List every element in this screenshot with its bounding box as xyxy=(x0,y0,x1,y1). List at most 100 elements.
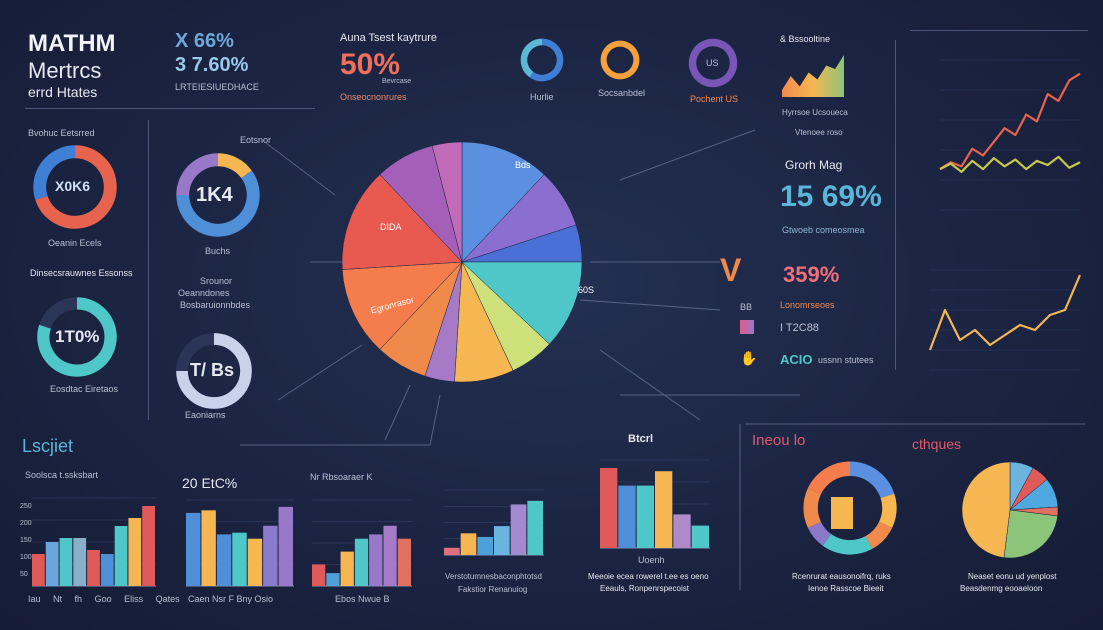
donut-segment xyxy=(688,38,738,88)
bar xyxy=(477,536,493,555)
donut-3-caption: Eosdtac Eiretaos xyxy=(50,384,119,394)
bar xyxy=(186,512,201,586)
v-item-2: I T2C88 xyxy=(780,322,819,334)
bar-chart-1-ticks: Iau Nt fh Goo Eliss Qates xyxy=(28,594,180,604)
bar xyxy=(232,532,247,586)
donut-2-caption: Buchs xyxy=(205,246,231,256)
bar-chart-4-caption-1: Verstotumnesbaconphtotsd xyxy=(445,572,542,581)
bar-chart-1-title: Soolsca t.ssksbart xyxy=(25,470,99,480)
bar-chart-2 xyxy=(186,499,294,587)
ytick: 250 xyxy=(20,503,32,510)
icon-3-value: US xyxy=(706,58,719,68)
donut-segment xyxy=(176,333,252,409)
donut-1-value: X0K6 xyxy=(55,178,91,194)
donut-caption-1: Rcenrurat eausonoifrq, ruks xyxy=(792,572,891,581)
bar-chart-4 xyxy=(444,489,544,556)
stat-2: 3 7.60% xyxy=(175,54,249,76)
tick: Qates xyxy=(155,594,180,604)
series-line xyxy=(939,72,1081,171)
pie-slice xyxy=(1003,509,1058,559)
title-line-2: Mertrcs xyxy=(28,58,102,83)
donut-4-value: T/ Bs xyxy=(190,360,235,380)
bar xyxy=(673,514,691,548)
bar xyxy=(216,534,232,586)
bar xyxy=(600,468,618,548)
v-icon: V xyxy=(720,252,742,288)
growth-caption: Gtwoeb comeosmea xyxy=(782,225,865,235)
bar xyxy=(73,538,87,586)
chart-icon-1 xyxy=(520,38,564,82)
bar xyxy=(354,538,369,586)
bar xyxy=(444,547,460,555)
donut-4 xyxy=(176,333,252,409)
ytick: 150 xyxy=(20,537,32,544)
hand-icon: ✋ xyxy=(740,350,758,366)
area-chart xyxy=(782,55,844,97)
bar-chart-5-xlabel: Uoenh xyxy=(638,555,665,565)
donut-4-caption: Oeanndones xyxy=(178,288,230,298)
bar xyxy=(247,538,263,586)
pie-slice xyxy=(341,174,463,270)
donut-segment xyxy=(176,170,260,237)
donut-segment xyxy=(807,521,832,546)
stat-caption: LRTEIESIUEDHACE xyxy=(175,82,259,92)
donut-caption-2: Ienoe Rasscoe Bieeit xyxy=(808,584,884,593)
left-divider xyxy=(148,120,149,420)
growth-label: Grorh Mag xyxy=(785,158,843,172)
icon-1-label: Hurlie xyxy=(530,92,554,102)
donut-3-value: 1T0% xyxy=(55,327,100,346)
list-label: Bosbaruionnbdes xyxy=(180,300,251,310)
bar xyxy=(618,485,636,548)
bottom-pie-chart xyxy=(961,461,1059,559)
donut-4-foot: Eaoniarns xyxy=(185,410,226,420)
donut-2 xyxy=(176,153,260,237)
bar-chart-1-yticks: 250 200 150 100 50 xyxy=(20,498,32,583)
bar-chart-2-title: 20 EtC% xyxy=(182,475,238,491)
bar-chart-5-title: Btcrl xyxy=(628,433,654,445)
bar-chart-2-ticks: Caen Nsr F Bny Osio xyxy=(188,594,274,604)
title-line-3: errd Htates xyxy=(28,84,98,100)
bar xyxy=(45,542,59,586)
bar xyxy=(494,526,510,555)
donut-segment xyxy=(803,488,822,528)
series-line xyxy=(939,155,1081,173)
icon-3-label: Pochent US xyxy=(690,94,739,104)
donut-segment xyxy=(39,297,78,329)
ytick: 50 xyxy=(20,571,28,578)
donut-segment xyxy=(822,533,873,555)
pie-label-3: 60S xyxy=(578,285,595,295)
bar xyxy=(326,573,340,586)
bar xyxy=(100,554,114,586)
bar xyxy=(636,485,654,548)
pie-slice xyxy=(461,261,583,345)
line-chart-1 xyxy=(939,59,1081,211)
donut-2-value: 1K4 xyxy=(196,184,233,206)
donut-2-label: Eotsnor xyxy=(240,135,272,145)
kpi-small: Bevrcase xyxy=(382,78,412,85)
bar xyxy=(32,554,45,586)
ytick: 100 xyxy=(20,554,32,561)
main-pie-chart xyxy=(341,141,583,383)
bar xyxy=(369,534,383,586)
area-title: & Bssooltine xyxy=(780,34,831,44)
tick: Eliss xyxy=(124,594,144,604)
pie-caption-2: Beasdenmg eooaeloon xyxy=(960,584,1043,593)
tick: Goo xyxy=(94,594,112,604)
bar-chart-3 xyxy=(312,499,412,587)
area-caption: Hyrrsoe Ucsoueca xyxy=(782,108,848,117)
icon-2-label: Socsanbdel xyxy=(598,88,646,98)
donut-3-label: Dinsecsrauwnes Essonss xyxy=(30,268,133,278)
area-caption-2: Vtenoee roso xyxy=(795,128,843,137)
kpi-value: 50% xyxy=(340,48,401,81)
bar xyxy=(128,518,142,586)
pie-slice xyxy=(961,461,1011,558)
chart-icon-2 xyxy=(600,40,640,80)
bar xyxy=(691,525,709,548)
bar-chart-5 xyxy=(600,459,710,549)
donut-3 xyxy=(37,297,117,377)
v-item-1: BB xyxy=(740,302,753,312)
pie-caption-1: Neaset eonu ud yenplost xyxy=(968,572,1057,581)
bar xyxy=(340,551,354,586)
section-title: Lscjiet xyxy=(22,436,74,456)
